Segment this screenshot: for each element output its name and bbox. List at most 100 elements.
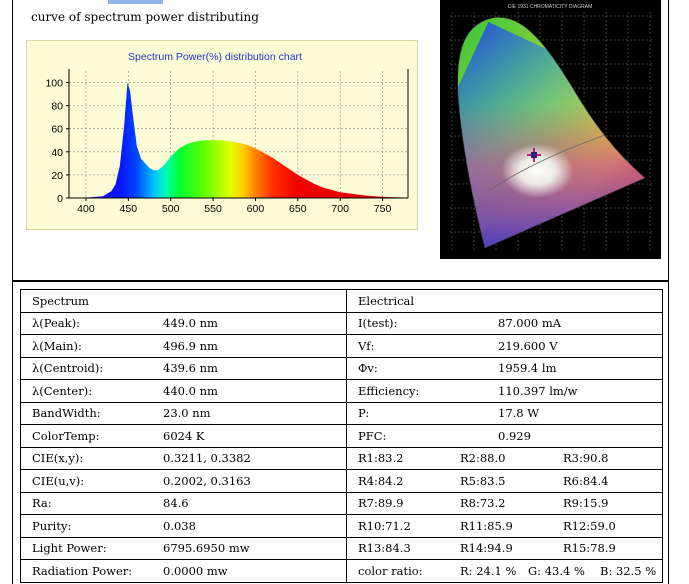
param-label: λ(Center): [32, 383, 93, 398]
planckian-locus [489, 134, 606, 191]
electrical-cell: R1:83.2 R2:88.0 R3:90.8 [346, 446, 663, 470]
electrical-header: Electrical [346, 289, 663, 313]
table-row: Purity: 0.038 R10:71.2 R11:85.9 R12:59.0 [20, 514, 663, 538]
table-row: ColorTemp: 6024 K PFC: 0.929 [20, 424, 663, 448]
spectrum-cell: CIE(x,y): 0.3211, 0.3382 [20, 446, 347, 470]
color-ratio-label: color ratio: [358, 563, 423, 578]
spectrum-cell: λ(Main): 496.9 nm [20, 334, 347, 358]
cri-value: R8:73.2 [460, 496, 506, 511]
spectrum-area [69, 82, 408, 198]
electrical-value: 110.397 lm/w [498, 383, 578, 398]
x-tick-label: 500 [162, 203, 180, 215]
y-tick-label: 0 [57, 193, 63, 205]
section-divider [12, 280, 669, 282]
param-value: 449.0 nm [163, 316, 218, 331]
test-point-marker [527, 148, 541, 162]
x-tick-label: 650 [289, 203, 307, 215]
cri-value: R14:94.9 [460, 541, 513, 556]
electrical-label: Φv: [358, 361, 378, 376]
cri-value: R3:90.8 [563, 451, 609, 466]
spectrum-chart: Spectrum Power(%) distribution chart 400… [45, 51, 409, 215]
param-label: CIE(u,v): [32, 473, 85, 488]
table-row: Spectrum Electrical [20, 289, 663, 313]
cri-value: R9:15.9 [563, 496, 609, 511]
electrical-cell: R10:71.2 R11:85.9 R12:59.0 [346, 514, 663, 538]
table-row: λ(Peak): 449.0 nm I(test): 87.000 mA [20, 311, 663, 335]
table-row: BandWidth: 23.0 nm P: 17.8 W [20, 401, 663, 425]
x-tick-label: 550 [204, 203, 222, 215]
param-value: 439.6 nm [163, 361, 218, 376]
electrical-cell: R7:89.9 R8:73.2 R9:15.9 [346, 491, 663, 515]
spectrum-cell: BandWidth: 23.0 nm [20, 401, 347, 425]
chart-title: Spectrum Power(%) distribution chart [128, 51, 302, 63]
table-row: Ra: 84.6 R7:89.9 R8:73.2 R9:15.9 [20, 491, 663, 515]
param-label: λ(Main): [32, 338, 82, 353]
color-ratio-b: B: 32.5 % [600, 563, 657, 578]
table-row: Light Power: 6795.6950 mw R13:84.3 R14:94.9… [20, 536, 663, 560]
table-row: CIE(u,v): 0.2002, 0.3163 R4:84.2 R5:83.5 R6:… [20, 469, 663, 493]
y-tick-label: 100 [45, 78, 63, 90]
spectrum-cell: Ra: 84.6 [20, 491, 347, 515]
param-label: Radiation Power: [32, 563, 133, 578]
param-value: 440.0 nm [163, 383, 218, 398]
electrical-label: Efficiency: [358, 383, 420, 398]
table-row: Radiation Power: 0.0000 mw color ratio: R: … [20, 559, 663, 583]
cri-value: R12:59.0 [563, 518, 616, 533]
spectrum-cell: Light Power: 6795.6950 mw [20, 536, 347, 560]
electrical-cell: Vf: 219.600 V [346, 334, 663, 358]
electrical-cell: P: 17.8 W [346, 401, 663, 425]
electrical-value: 219.600 V [498, 338, 558, 353]
electrical-value: 87.000 mA [498, 316, 562, 331]
electrical-cell: PFC: 0.929 [346, 424, 663, 448]
param-value: 496.9 nm [163, 338, 218, 353]
cri-value: R6:84.4 [563, 473, 609, 488]
spectrum-cell: Purity: 0.038 [20, 514, 347, 538]
param-label: CIE(x,y): [32, 451, 84, 466]
param-value: 0.0000 mw [163, 563, 228, 578]
cie-diagram-panel: CIE 1931 CHROMATICITY DIAGRAM [440, 0, 661, 259]
param-value: 0.3211, 0.3382 [163, 451, 251, 466]
spectrum-cell: CIE(u,v): 0.2002, 0.3163 [20, 469, 347, 493]
cri-value: R7:89.9 [358, 496, 404, 511]
param-value: 23.0 nm [163, 406, 211, 421]
param-label: BandWidth: [32, 406, 101, 421]
param-value: 0.038 [163, 518, 196, 533]
top-accent-bar [108, 0, 163, 4]
electrical-value: 17.8 W [498, 406, 540, 421]
cie-diagram: CIE 1931 CHROMATICITY DIAGRAM [450, 4, 652, 252]
spectrum-cell: λ(Peak): 449.0 nm [20, 311, 347, 335]
param-label: Purity: [32, 518, 72, 533]
cri-value: R2:88.0 [460, 451, 506, 466]
x-tick-label: 750 [374, 203, 392, 215]
electrical-cell: R4:84.2 R5:83.5 R6:84.4 [346, 469, 663, 493]
cri-value: R11:85.9 [460, 518, 513, 533]
table-row: λ(Centroid): 439.6 nm Φv: 1959.4 lm [20, 356, 663, 380]
param-value: 6795.6950 mw [163, 541, 250, 556]
electrical-cell: color ratio: R: 24.1 % G: 43.4 % B: 32.5 % [346, 559, 663, 583]
chart-axes [68, 69, 409, 199]
cri-value: R10:71.2 [358, 518, 411, 533]
spectrum-cell: λ(Center): 440.0 nm [20, 379, 347, 403]
spectrum-chart-panel: Spectrum Power(%) distribution chart 400… [26, 40, 418, 230]
param-label: Light Power: [32, 541, 107, 556]
cri-value: R1:83.2 [358, 451, 404, 466]
cri-value: R15:78.9 [563, 541, 616, 556]
report-frame [12, 0, 669, 584]
electrical-label: PFC: [358, 428, 387, 443]
electrical-cell: R13:84.3 R14:94.9 R15:78.9 [346, 536, 663, 560]
x-tick-label: 400 [77, 203, 95, 215]
y-tick-label: 60 [51, 124, 63, 136]
spectrum-cell: Radiation Power: 0.0000 mw [20, 559, 347, 583]
y-tick-label: 20 [51, 170, 63, 182]
cri-value: R13:84.3 [358, 541, 411, 556]
param-value: 0.2002, 0.3163 [163, 473, 251, 488]
electrical-cell: Φv: 1959.4 lm [346, 356, 663, 380]
table-row: λ(Main): 496.9 nm Vf: 219.600 V [20, 334, 663, 358]
spectrum-cell: ColorTemp: 6024 K [20, 424, 347, 448]
electrical-cell: I(test): 87.000 mA [346, 311, 663, 335]
electrical-value: 1959.4 lm [498, 361, 557, 376]
table-row: CIE(x,y): 0.3211, 0.3382 R1:83.2 R2:88.0 R3:… [20, 446, 663, 470]
color-ratio-g: G: 43.4 % [528, 563, 585, 578]
param-value: 84.6 [163, 496, 189, 511]
param-value: 6024 K [163, 428, 205, 443]
